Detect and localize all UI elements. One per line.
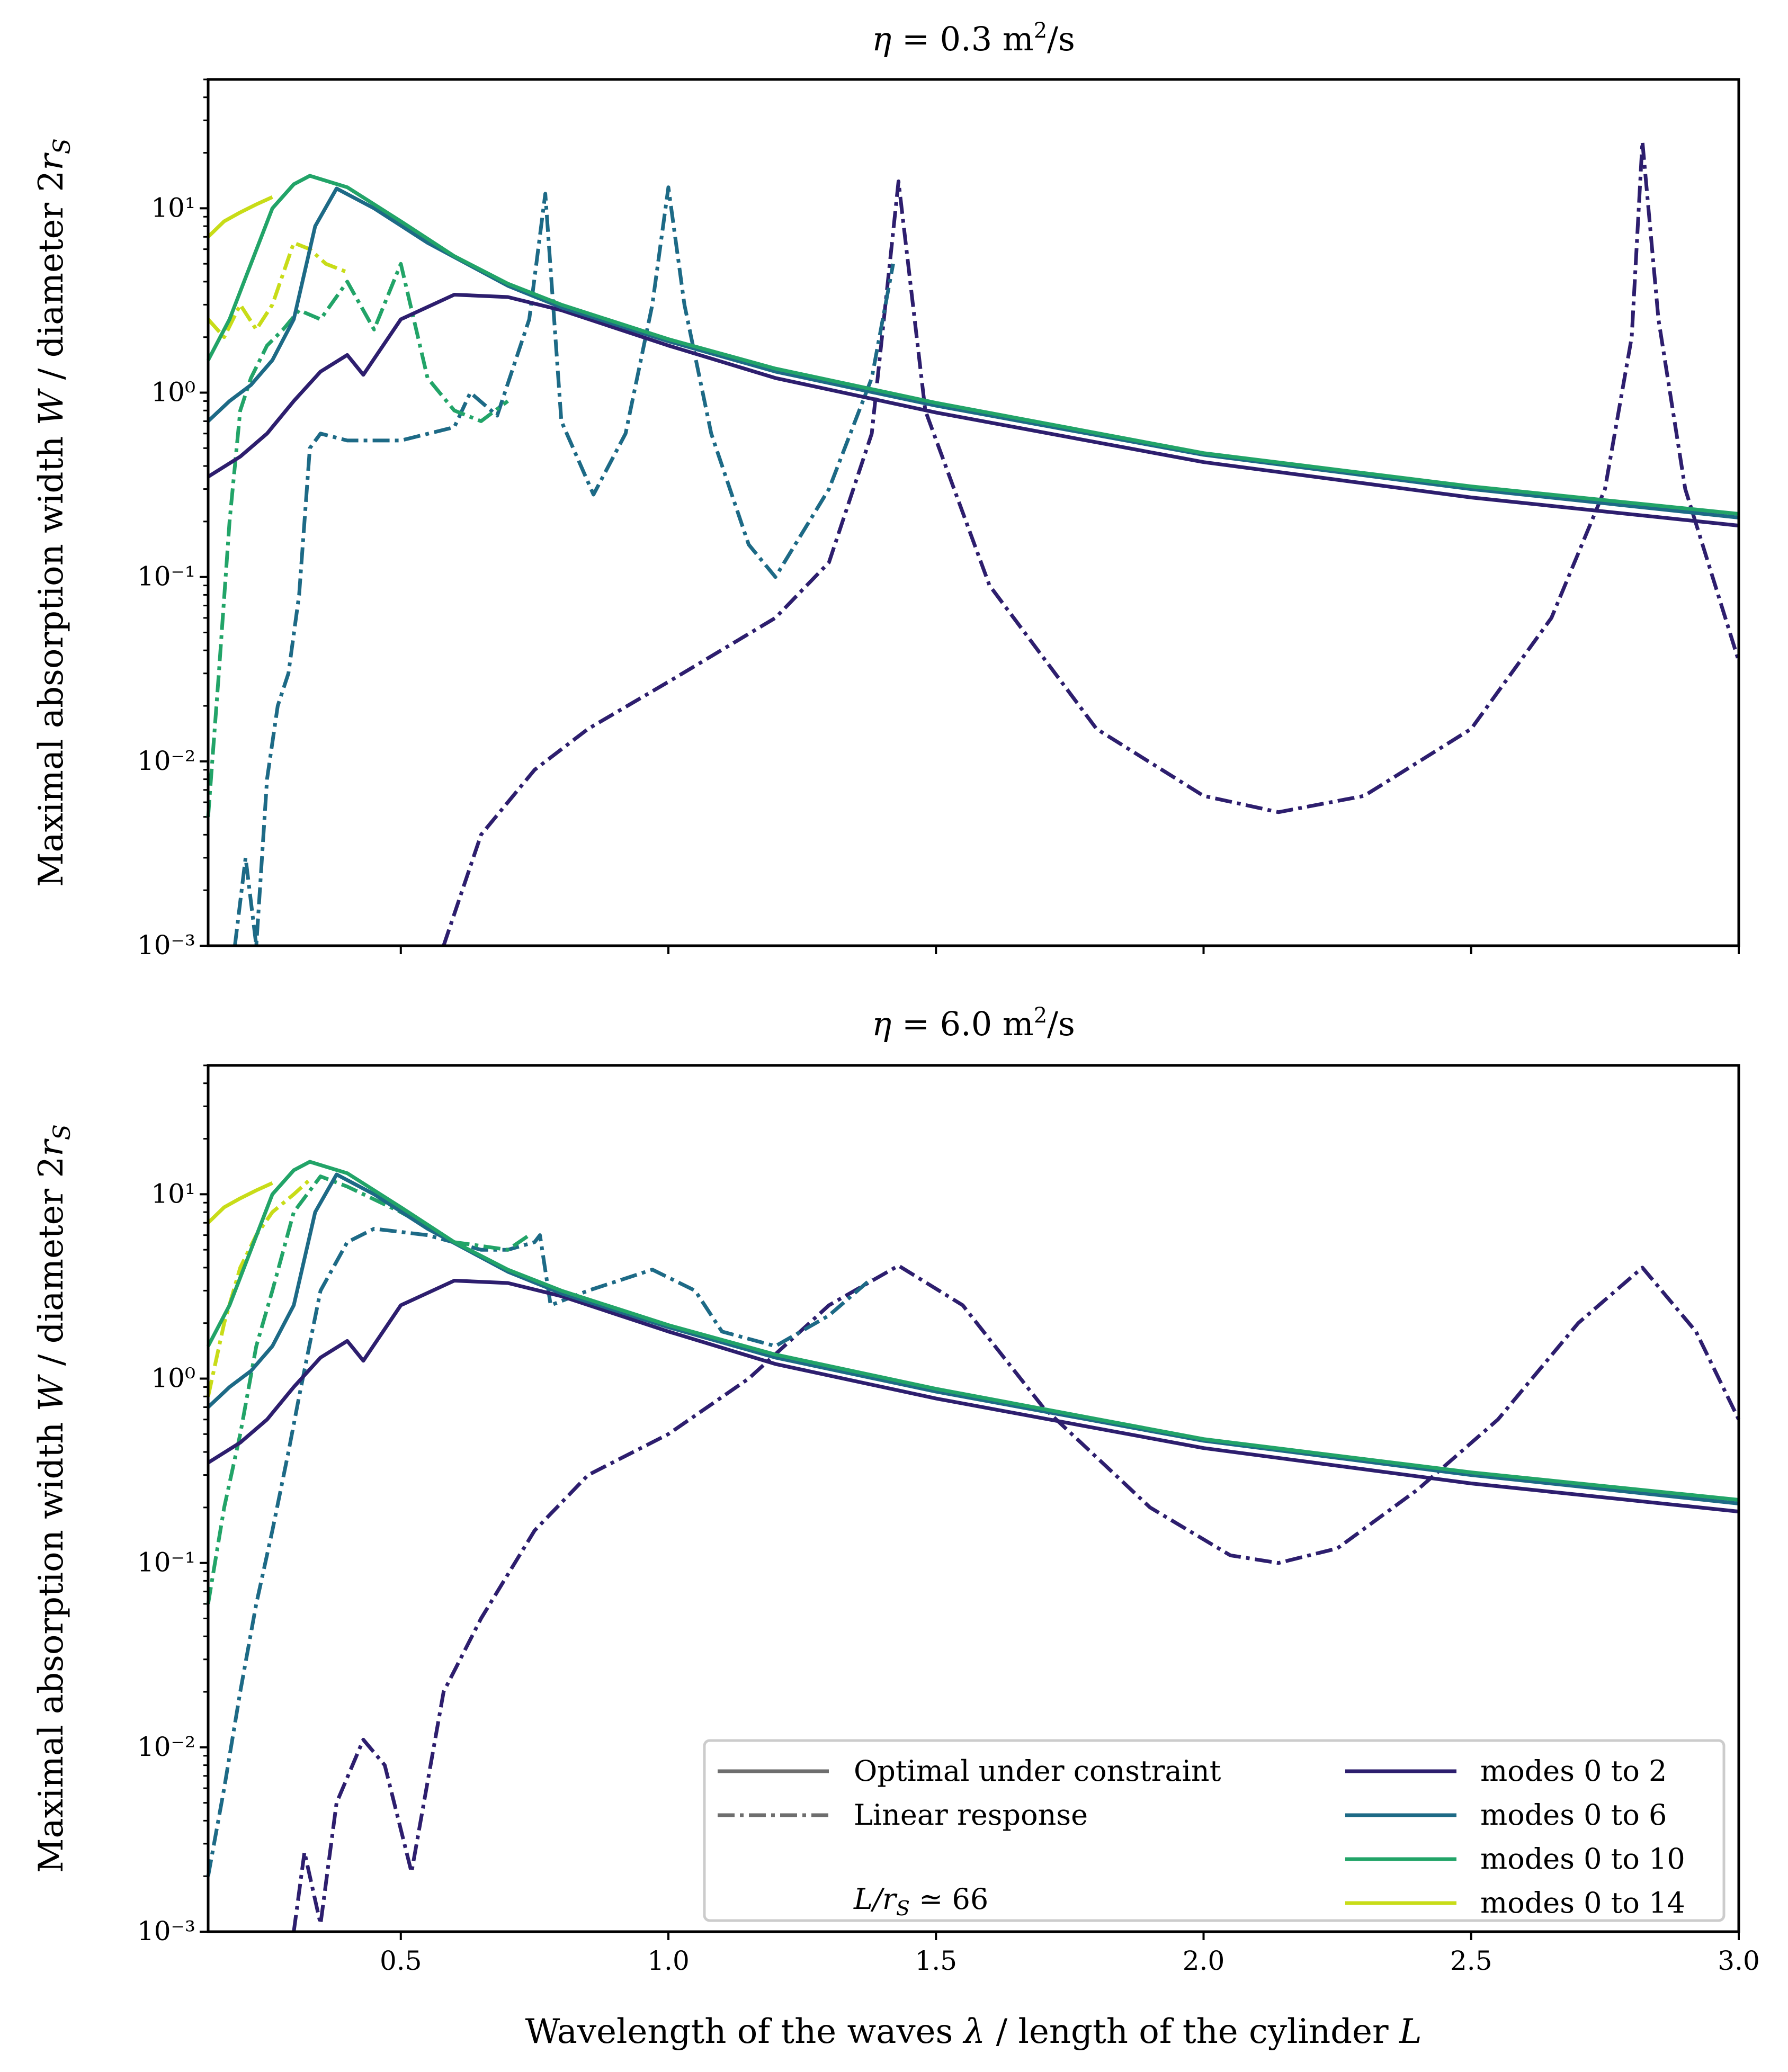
panel-bottom: η = 6.0 m2/s 0.5 1.0 1.5 2.0 2.5 3.0 10⁻³ 10⁻² 1… [137, 1003, 1760, 1976]
panel-top: η = 0.3 m2/s 10⁻³ 10⁻² 10⁻¹ 10⁰ 10¹ [137, 19, 1741, 961]
series-bottom-2 [206, 1160, 1739, 1502]
legend-note: L/rS ≃ 66 [853, 1882, 988, 1920]
x-axis-label: Wavelength of the waves λ / length of th… [525, 2012, 1422, 2051]
panel-top-ticks: 10⁻³ 10⁻² 10⁻¹ 10⁰ 10¹ [137, 78, 1740, 961]
legend-label-modes-0-14: modes 0 to 14 [1480, 1886, 1685, 1919]
legend-label-linear: Linear response [854, 1798, 1088, 1832]
y-tick-label-bottom-0: 10⁻³ [137, 1916, 195, 1947]
series-top-5 [233, 185, 895, 948]
panel-bottom-title: η = 6.0 m2/s [872, 1003, 1075, 1043]
x-tick-label-bottom-1: 1.0 [647, 1945, 690, 1976]
series-top-2 [206, 174, 1739, 516]
series-bottom-5 [206, 1227, 873, 1877]
y-tick-label-top-4: 10¹ [151, 192, 195, 223]
series-bottom-0 [207, 1279, 1739, 1514]
x-tick-label-bottom-4: 2.5 [1450, 1945, 1492, 1976]
series-top-7 [207, 241, 348, 339]
y-tick-label-bottom-1: 10⁻² [137, 1732, 195, 1762]
series-top-1 [207, 186, 1739, 519]
series-top-3 [207, 195, 273, 238]
series-top-4 [442, 139, 1741, 947]
x-tick-label-bottom-5: 3.0 [1718, 1945, 1760, 1976]
series-bottom-1 [207, 1172, 1739, 1505]
y-tick-label-bottom-3: 10⁰ [151, 1363, 195, 1394]
panel-top-frame [207, 78, 1740, 947]
x-tick-label-bottom-0: 0.5 [380, 1945, 422, 1976]
legend-box [703, 1739, 1726, 1922]
panel-top-title: η = 0.3 m2/s [872, 19, 1075, 58]
series-top-6 [206, 262, 509, 817]
y-tick-label-top-0: 10⁻³ [137, 930, 195, 961]
legend: Optimal under constraint Linear response… [703, 1739, 1726, 1922]
series-bottom-4 [292, 1263, 1741, 1932]
x-tick-label-bottom-2: 1.5 [915, 1945, 958, 1976]
panel-bottom-ylabel: Maximal absorption width W / diameter 2r… [32, 1124, 76, 1873]
legend-label-modes-0-2: modes 0 to 2 [1480, 1754, 1667, 1788]
y-tick-label-bottom-4: 10¹ [151, 1178, 195, 1209]
panel-bottom-frame [207, 1064, 1740, 1933]
legend-label-optimal: Optimal under constraint [854, 1754, 1221, 1788]
y-tick-label-top-2: 10⁻¹ [137, 561, 195, 592]
series-bottom-3 [207, 1181, 273, 1224]
legend-label-modes-0-10: modes 0 to 10 [1480, 1842, 1685, 1876]
panel-top-series [206, 139, 1741, 948]
y-tick-label-top-3: 10⁰ [151, 377, 195, 408]
x-tick-label-bottom-3: 2.0 [1183, 1945, 1225, 1976]
y-tick-label-top-1: 10⁻² [137, 746, 195, 776]
legend-label-modes-0-6: modes 0 to 6 [1480, 1798, 1667, 1832]
y-tick-label-bottom-2: 10⁻¹ [137, 1547, 195, 1578]
panel-top-ylabel: Maximal absorption width W / diameter 2r… [32, 138, 76, 887]
panel-bottom-series [206, 1160, 1741, 1932]
series-top-0 [207, 293, 1739, 528]
